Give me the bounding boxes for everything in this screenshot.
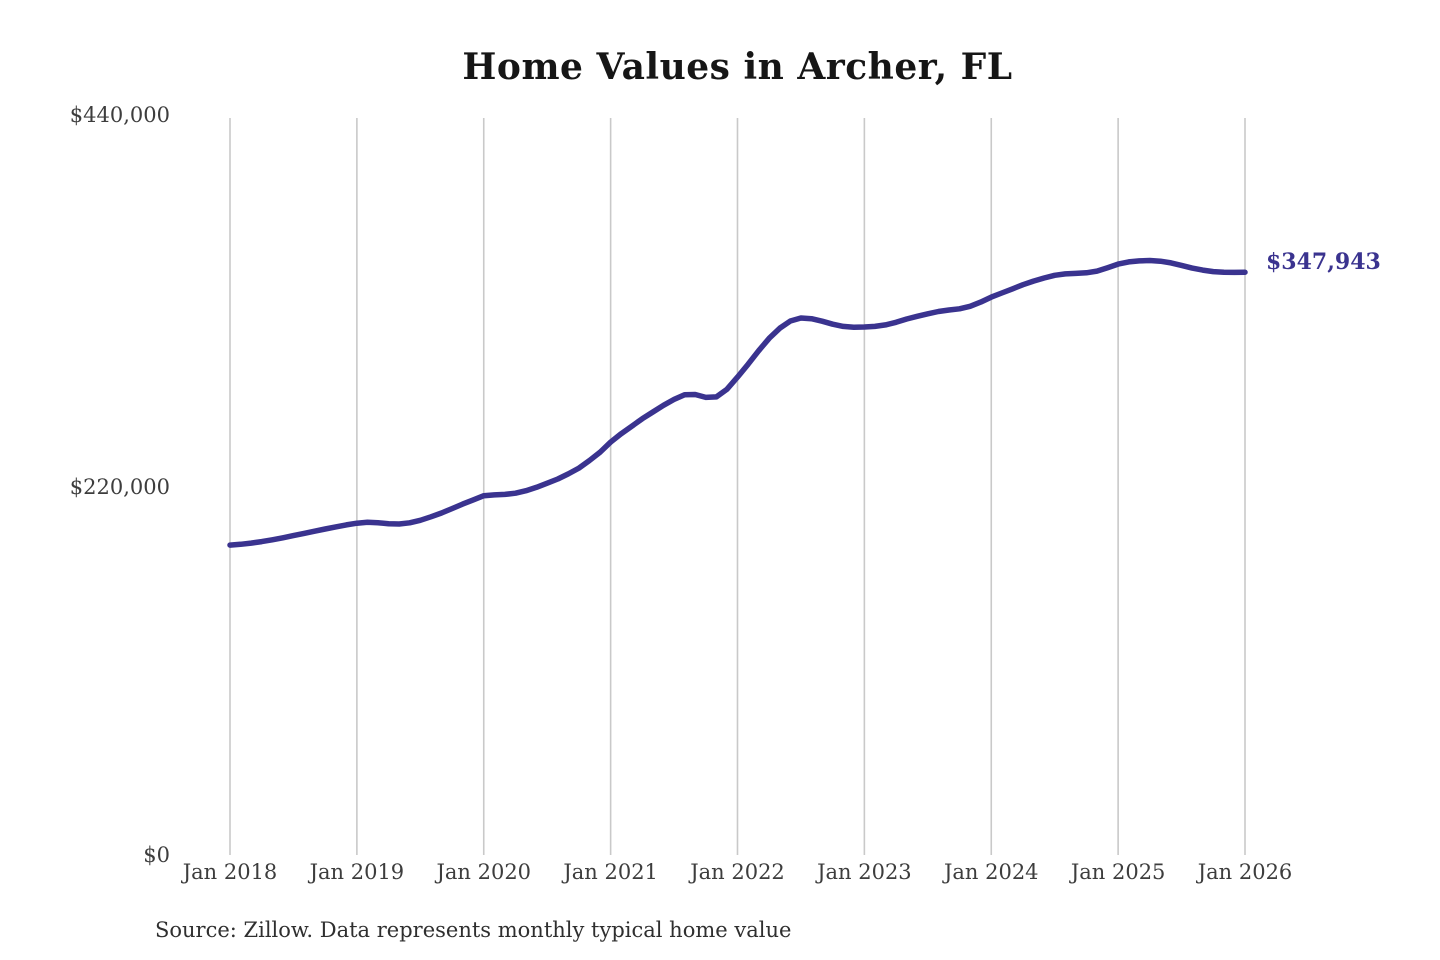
x-axis-tick-label: Jan 2023 <box>815 860 912 884</box>
chart-title: Home Values in Archer, FL <box>462 46 1013 88</box>
x-axis-tick-label: Jan 2025 <box>1069 860 1166 884</box>
y-axis-tick-440000: $440,000 <box>69 103 170 127</box>
x-axis-tick-label: Jan 2018 <box>181 860 278 884</box>
x-axis-tick-label: Jan 2019 <box>308 860 405 884</box>
x-axis-tick-label: Jan 2021 <box>561 860 658 884</box>
latest-value-label: $347,943 <box>1266 249 1381 275</box>
x-axis-tick-label: Jan 2026 <box>1196 860 1293 884</box>
x-axis-tick-label: Jan 2022 <box>688 860 785 884</box>
x-axis-tick-label: Jan 2024 <box>942 860 1039 884</box>
x-axis-tick-label: Jan 2020 <box>434 860 531 884</box>
source-note: Source: Zillow. Data represents monthly … <box>155 918 792 942</box>
home-value-series-line <box>227 257 1248 548</box>
y-axis-tick-220000: $220,000 <box>69 475 170 499</box>
y-axis-tick-0: $0 <box>143 843 170 867</box>
